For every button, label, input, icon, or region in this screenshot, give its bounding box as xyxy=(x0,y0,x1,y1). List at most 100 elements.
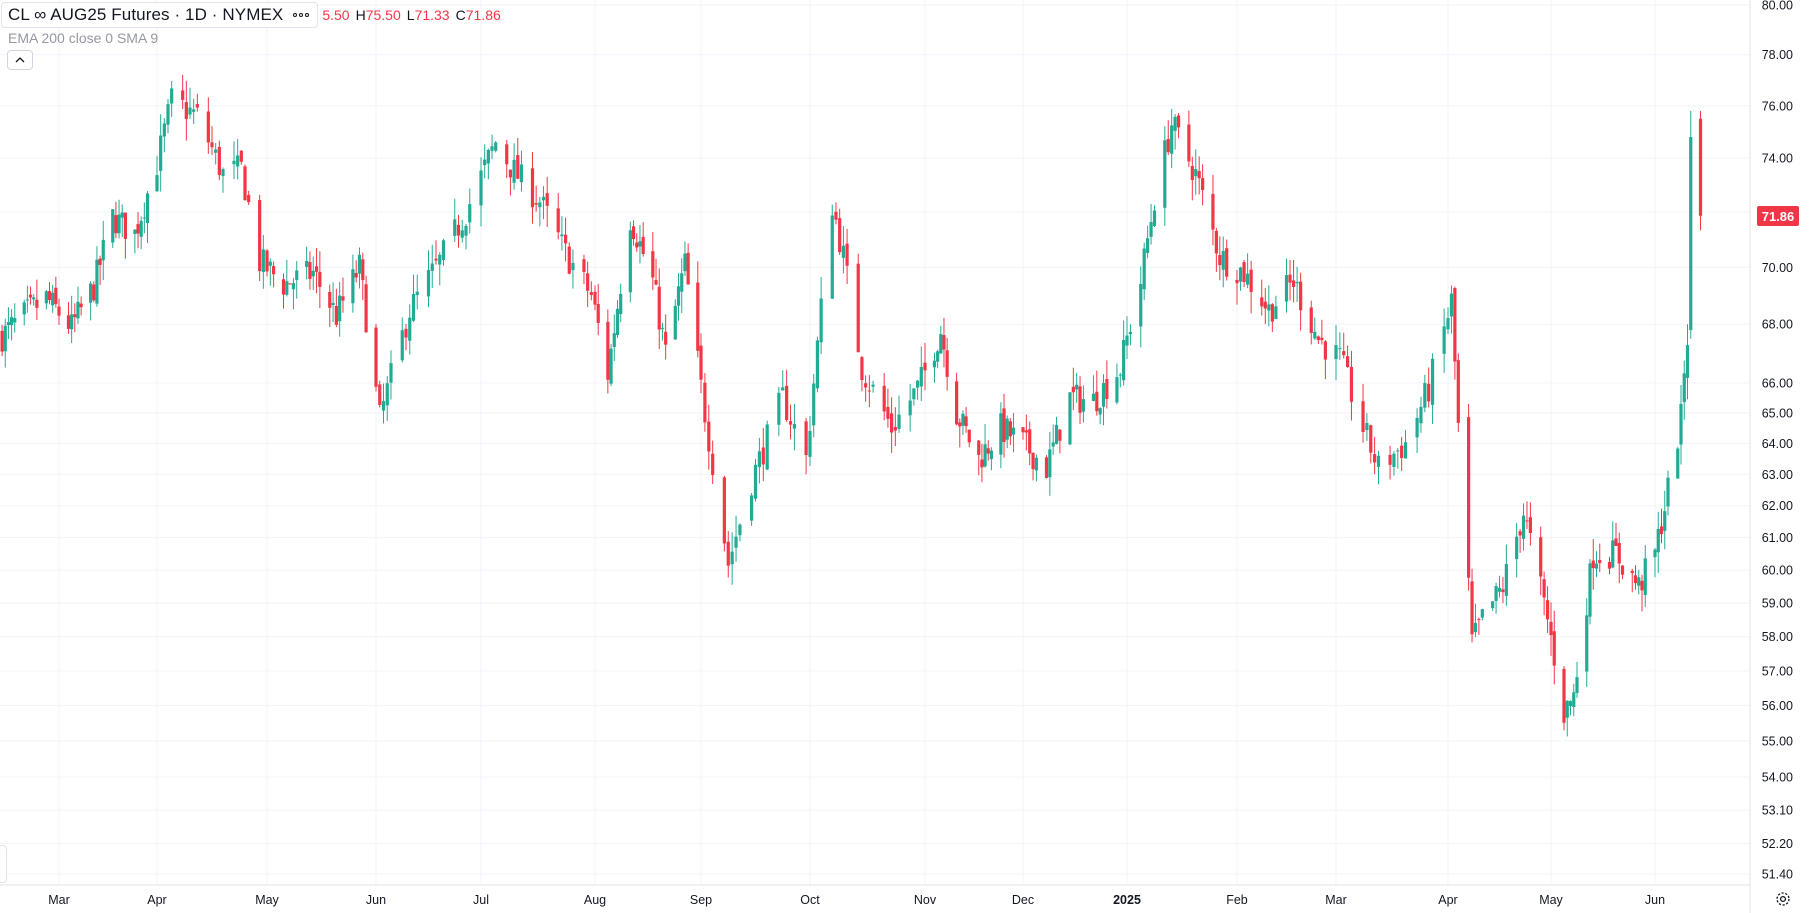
candle xyxy=(882,373,886,421)
candle-body xyxy=(1473,622,1478,633)
candle-body xyxy=(1617,543,1621,564)
candle xyxy=(1024,414,1028,451)
candle xyxy=(1620,565,1625,580)
candle-body xyxy=(596,304,600,323)
candle xyxy=(560,216,564,251)
candle xyxy=(494,141,498,153)
candle xyxy=(615,300,620,338)
candle xyxy=(32,294,36,306)
more-dots-icon[interactable] xyxy=(293,13,310,17)
candle-body xyxy=(114,215,118,234)
candle-body xyxy=(1288,274,1292,283)
candle xyxy=(589,281,593,301)
candle-body xyxy=(117,214,121,234)
candle xyxy=(841,226,845,274)
candle-body xyxy=(236,155,240,167)
candle-body xyxy=(142,217,146,219)
candle-body xyxy=(890,413,894,433)
candle-body xyxy=(9,317,14,326)
candle xyxy=(1480,608,1484,621)
candle-body xyxy=(838,218,842,253)
candle-body xyxy=(44,291,48,304)
candle-body xyxy=(631,226,636,240)
candle xyxy=(686,243,690,285)
candle xyxy=(1369,424,1373,464)
candle-body xyxy=(1504,564,1508,596)
candle-body xyxy=(1685,345,1690,378)
candle-body xyxy=(609,348,613,384)
collapse-legend-button[interactable] xyxy=(7,50,33,70)
candle xyxy=(206,97,210,154)
candle xyxy=(1630,568,1634,593)
symbol-button[interactable]: CL ∞ AUG25 Futures · 1D · NYMEX xyxy=(1,2,319,28)
candle-body xyxy=(673,305,677,340)
candle xyxy=(964,406,968,433)
candle xyxy=(1288,259,1292,301)
candle xyxy=(295,261,299,299)
candle-body xyxy=(777,392,781,425)
candle-body xyxy=(268,261,272,266)
candle-body xyxy=(155,175,159,192)
price-tick-label: 68.00 xyxy=(1762,318,1793,332)
candle xyxy=(1607,556,1612,575)
candle xyxy=(781,370,785,391)
candle xyxy=(1453,286,1457,380)
candle-body xyxy=(615,308,620,336)
candle xyxy=(1170,108,1174,169)
time-axis[interactable]: Mar Apr May Jun Jul Aug Sep Oct Nov Dec 2025 Feb Mar… xyxy=(48,893,1665,907)
candle xyxy=(1316,335,1320,345)
candle-body xyxy=(1028,429,1032,454)
candle-body xyxy=(1518,531,1522,536)
candle-body xyxy=(357,254,362,274)
candle xyxy=(328,284,332,327)
time-tick-label: Oct xyxy=(800,893,820,907)
candle-body xyxy=(635,242,639,248)
candle xyxy=(673,299,677,340)
candle xyxy=(886,388,890,428)
gear-icon[interactable] xyxy=(1774,890,1792,908)
candle-body xyxy=(1620,565,1625,575)
candle-body xyxy=(239,150,243,162)
candle xyxy=(456,214,461,248)
grid-lines xyxy=(0,0,1750,885)
symbol-title[interactable]: CL ∞ AUG25 Futures · 1D · NYMEX xyxy=(8,5,284,24)
candle xyxy=(871,380,875,393)
price-tick-label: 53.10 xyxy=(1762,804,1793,818)
candle xyxy=(1270,303,1274,332)
candle xyxy=(400,317,404,363)
price-axis[interactable]: 80.0078.0076.0074.0072.0070.0068.0066.00… xyxy=(1762,0,1793,882)
candle xyxy=(288,283,292,285)
candle-body xyxy=(761,447,765,465)
candle-body xyxy=(726,541,730,566)
candle xyxy=(1568,700,1573,716)
candle xyxy=(73,303,77,333)
indicators-legend[interactable]: EMA 200 close 0 SMA 9 xyxy=(8,30,159,46)
candle-body xyxy=(1591,560,1595,569)
candle xyxy=(1442,308,1446,373)
candle xyxy=(285,259,289,297)
price-tick-label: 55.00 xyxy=(1762,735,1793,749)
left-panel-handle[interactable] xyxy=(0,845,7,883)
candle xyxy=(738,523,742,542)
candle xyxy=(1552,610,1556,685)
candle xyxy=(361,252,365,300)
candle xyxy=(1068,392,1072,446)
candle-body xyxy=(1349,366,1354,402)
candle-body xyxy=(586,273,590,291)
candle xyxy=(357,247,362,289)
candle-body xyxy=(98,258,102,265)
candle xyxy=(651,232,655,291)
candle xyxy=(619,283,623,323)
candle xyxy=(1617,532,1621,584)
candle-body xyxy=(856,263,860,353)
last-price-badge: 71.86 xyxy=(1757,206,1799,226)
candle xyxy=(654,258,658,286)
candle xyxy=(1525,501,1529,530)
candle-body xyxy=(765,424,769,470)
candle xyxy=(1002,393,1006,458)
time-tick-label: May xyxy=(255,893,279,907)
candle xyxy=(696,261,700,358)
candle xyxy=(1249,260,1253,314)
candle xyxy=(441,238,446,266)
